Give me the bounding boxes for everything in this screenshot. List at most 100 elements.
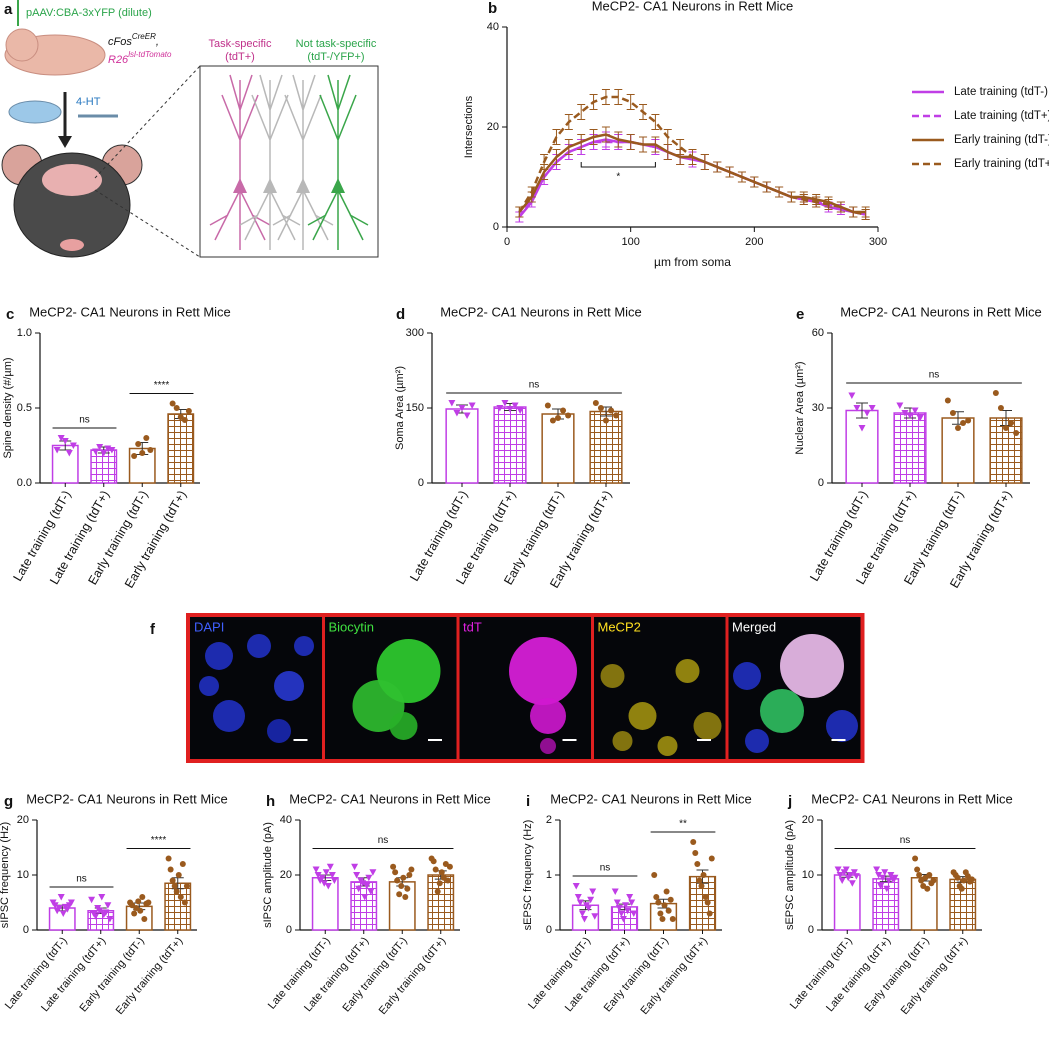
data-point [324, 883, 332, 890]
data-point [169, 877, 176, 884]
neuron-soma [331, 178, 345, 193]
panel-label: i [526, 793, 530, 810]
y-tick-label: 0 [493, 221, 499, 233]
data-point [968, 876, 975, 883]
significance-label: ns [929, 370, 940, 381]
cell [693, 712, 722, 740]
data-point [1008, 420, 1015, 426]
data-point [516, 407, 524, 414]
bar [845, 409, 879, 484]
cell [733, 662, 761, 690]
data-point [696, 877, 703, 884]
data-point [57, 435, 65, 442]
panel-f: f DAPI Biocytin tdT MeCP2 Merged [150, 613, 865, 763]
panel-label: f [150, 621, 156, 638]
error-bar [762, 181, 771, 193]
data-point [690, 839, 697, 845]
data-point [328, 872, 336, 879]
chart: 0 150 300 MeCP2- CA1 Neurons in Rett Mice d S… [394, 304, 642, 590]
data-point [181, 417, 188, 423]
cell [247, 634, 271, 658]
cell [780, 634, 844, 698]
data-point [400, 874, 407, 881]
data-point [1013, 430, 1020, 436]
significance-label: **** [154, 380, 170, 391]
data-point [453, 410, 461, 417]
data-point [444, 877, 451, 884]
data-point [96, 907, 104, 915]
data-point [613, 412, 620, 419]
error-bar [836, 201, 845, 213]
data-point [55, 905, 63, 912]
data-point [96, 444, 104, 451]
group-label: (tdT-/YFP+) [307, 51, 364, 63]
data-point [177, 894, 184, 900]
data-point [363, 883, 371, 890]
gene-end: , [156, 36, 159, 48]
cell [628, 702, 657, 730]
data-point [665, 907, 672, 914]
data-point [944, 397, 951, 404]
chart: 0 1 2 MeCP2- CA1 Neurons in Rett Mice i sEPSC… [522, 791, 752, 1017]
neurons [209, 74, 369, 250]
data-point [694, 861, 701, 867]
data-point [501, 400, 509, 407]
group-label: Not task-specific [296, 38, 377, 50]
data-point [92, 448, 100, 455]
bar [893, 412, 927, 484]
data-point [131, 910, 138, 917]
neuron-soma [233, 178, 247, 193]
gene-1: cFosCreER, [108, 32, 159, 48]
x-tick-label: Early training (tdT+) [377, 935, 448, 1017]
data-point [511, 402, 519, 409]
data-point [960, 420, 967, 426]
gene-sup: CreER [132, 32, 156, 41]
data-point [879, 874, 887, 882]
legend-label: Early training (tdT-) [954, 134, 1049, 146]
group-label: Task-specific [209, 38, 272, 50]
nose [60, 239, 84, 251]
y-tick-label: 0 [418, 477, 424, 489]
data-point [98, 894, 106, 901]
chart-title: MeCP2- CA1 Neurons in Rett Mice [289, 791, 491, 806]
chart-title: MeCP2- CA1 Neurons in Rett Mice [840, 304, 1042, 319]
data-point [458, 405, 466, 412]
y-axis-label: sEPSC frequency (Hz) [522, 820, 534, 931]
data-point [663, 888, 670, 895]
data-point [597, 405, 604, 411]
data-point [852, 873, 860, 880]
data-point [61, 438, 69, 445]
data-point [838, 877, 846, 884]
error-bar [775, 186, 784, 198]
y-tick-label: 0 [23, 924, 29, 936]
data-point [106, 916, 114, 923]
zoom-line [94, 65, 201, 179]
data-point [367, 888, 375, 895]
data-point [613, 899, 621, 906]
y-axis-label: sIPSC frequency (Hz) [0, 822, 11, 928]
panel-label: c [6, 306, 14, 323]
panel-label: g [4, 793, 13, 810]
data-point [630, 910, 638, 917]
cell [199, 676, 219, 696]
data-point [698, 883, 705, 889]
chart-title: MeCP2- CA1 Neurons in Rett Mice [811, 791, 1013, 806]
significance-bracket [580, 162, 656, 168]
data-point [706, 910, 713, 917]
data-point [365, 874, 373, 882]
data-point [863, 410, 871, 417]
y-tick-label: 40 [487, 21, 499, 33]
cell [600, 664, 625, 688]
y-tick-label: 2 [546, 814, 552, 826]
gene-2: R26lsl-tdTomato [108, 50, 172, 66]
data-point [408, 866, 415, 873]
zoom-line [94, 189, 201, 258]
data-point [496, 405, 504, 412]
neuron-branch [272, 74, 334, 250]
data-point [179, 861, 186, 867]
arrowhead [58, 136, 72, 148]
data-point [651, 872, 658, 878]
data-point [565, 412, 572, 419]
significance-label: ns [529, 380, 540, 391]
cell [267, 719, 291, 743]
